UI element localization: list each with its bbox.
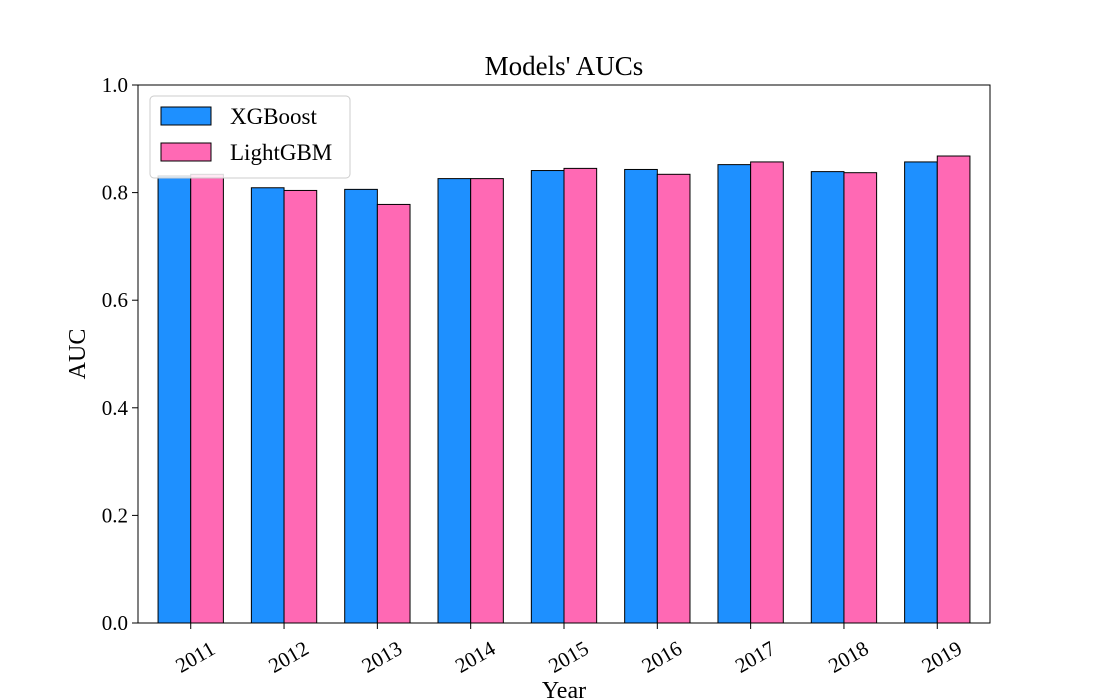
bar-xgboost-2012: [250, 187, 285, 624]
bar-xgboost-2015: [530, 170, 565, 624]
legend-label-xgboost: XGBoost: [230, 104, 318, 129]
bar-xgboost-2017: [717, 164, 752, 624]
bar-lightgbm-2013: [376, 203, 411, 624]
x-tick-label: 2014: [451, 636, 500, 678]
y-tick-label: 0.4: [102, 396, 129, 420]
x-tick-label: 2012: [264, 636, 312, 678]
bar-xgboost-2018: [810, 171, 845, 624]
y-tick-label: 0.2: [102, 503, 128, 527]
legend-swatch-lightgbm: [160, 142, 212, 162]
legend-label-lightgbm: LightGBM: [230, 140, 332, 165]
x-tick-label: 2017: [731, 636, 779, 678]
y-tick-label: 0.0: [102, 611, 128, 635]
y-tick-label: 1.0: [102, 73, 128, 97]
x-tick-label: 2011: [171, 636, 219, 677]
legend: XGBoost LightGBM: [149, 95, 351, 179]
y-axis-label: AUC: [65, 329, 91, 380]
bar-xgboost-2011: [157, 175, 192, 624]
bar-lightgbm-2014: [470, 178, 504, 624]
x-axis: 2011 2012 2013 2014 2015 2016 2017 2018 2019: [171, 623, 966, 678]
x-tick-label: 2013: [358, 636, 406, 678]
bar-lightgbm-2018: [843, 172, 878, 624]
bars-layer: [157, 155, 971, 624]
y-axis: 0.0 0.2 0.4 0.6 0.8 1.0: [102, 73, 138, 635]
x-axis-label: Year: [542, 678, 586, 700]
y-tick-label: 0.6: [102, 288, 128, 312]
x-tick-label: 2015: [544, 636, 592, 678]
chart-title: Models' AUCs: [485, 51, 644, 81]
bar-lightgbm-2012: [283, 189, 318, 624]
bar-xgboost-2019: [904, 161, 938, 624]
bar-lightgbm-2016: [656, 173, 691, 624]
bar-lightgbm-2017: [750, 161, 784, 624]
x-tick-label: 2016: [638, 636, 686, 678]
bar-lightgbm-2011: [190, 173, 224, 624]
x-tick-label: 2019: [918, 636, 966, 678]
bar-xgboost-2013: [344, 188, 378, 624]
legend-swatch-xgboost: [160, 106, 212, 126]
x-tick-label: 2018: [824, 636, 872, 678]
bar-xgboost-2014: [437, 178, 472, 624]
bar-xgboost-2016: [624, 168, 658, 624]
bar-lightgbm-2015: [563, 167, 598, 624]
bar-lightgbm-2019: [936, 155, 971, 624]
y-tick-label: 0.8: [102, 181, 128, 205]
